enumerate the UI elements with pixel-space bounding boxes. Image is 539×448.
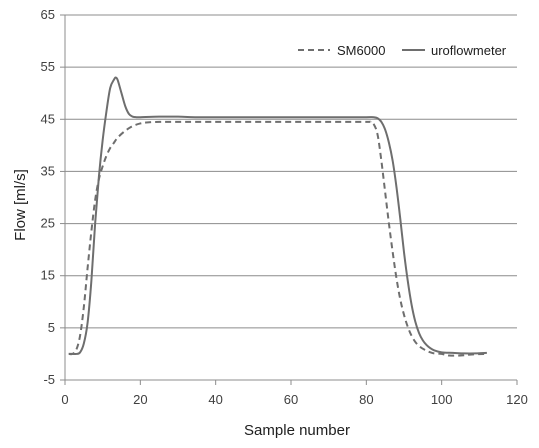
axes: [60, 14, 518, 385]
y-tick-label: 5: [48, 320, 55, 335]
series-lines: [68, 76, 487, 357]
series-line-sm6000: [68, 120, 487, 357]
x-tick-label: 80: [359, 392, 373, 407]
legend-label-uroflowmeter: uroflowmeter: [431, 43, 507, 58]
x-tick-label: 120: [506, 392, 528, 407]
y-tick-label: 45: [41, 111, 55, 126]
x-tick-label: 20: [133, 392, 147, 407]
x-axis-title: Sample number: [244, 422, 350, 439]
legend-label-sm6000: SM6000: [337, 43, 385, 58]
y-axis-title: Flow [ml/s]: [12, 169, 29, 241]
y-tick-label: -5: [43, 372, 55, 387]
x-tick-label: 100: [431, 392, 453, 407]
tick-labels: -5 5 15 25 35 45 55 65 0 20 40 60 80 100 120: [41, 7, 528, 407]
y-tick-label: 35: [41, 163, 55, 178]
y-tick-label: 55: [41, 59, 55, 74]
x-tick-label: 0: [61, 392, 68, 407]
x-tick-label: 60: [284, 392, 298, 407]
y-tick-label: 15: [41, 268, 55, 283]
series-line-uroflowmeter: [68, 76, 487, 356]
y-tick-label: 25: [41, 216, 55, 231]
y-tick-label: 65: [41, 7, 55, 22]
legend: SM6000 uroflowmeter: [298, 43, 507, 58]
gridlines: [65, 14, 517, 329]
x-tick-label: 40: [208, 392, 222, 407]
